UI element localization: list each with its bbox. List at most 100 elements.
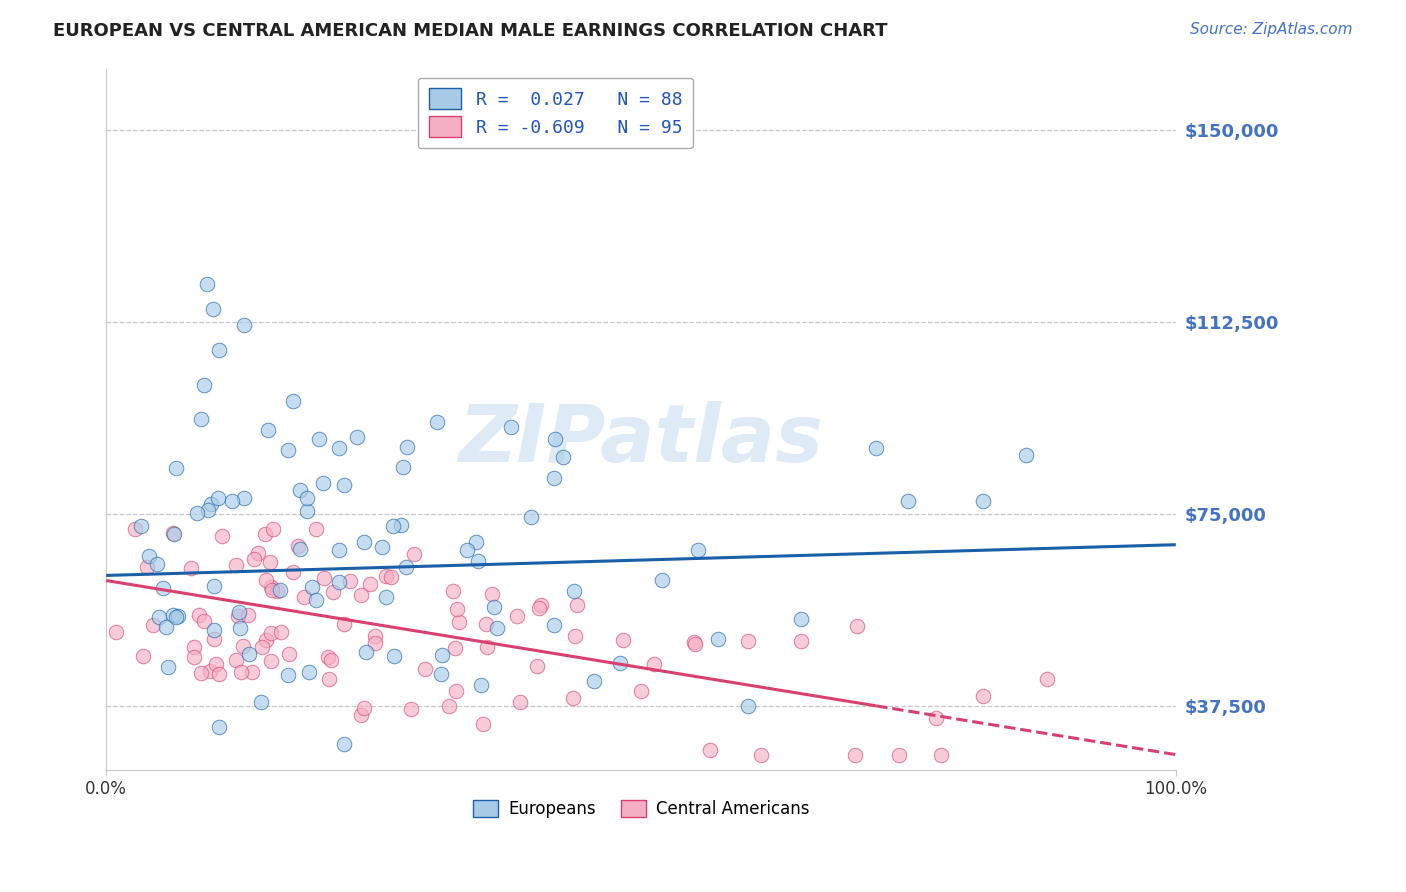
Point bbox=[316, 650, 339, 665]
Point bbox=[232, 491, 254, 505]
Point bbox=[506, 608, 529, 623]
Point bbox=[197, 503, 219, 517]
Point bbox=[183, 649, 205, 664]
Point bbox=[929, 747, 952, 762]
Point bbox=[190, 412, 212, 426]
Point bbox=[844, 747, 866, 762]
Point bbox=[305, 522, 328, 536]
Point bbox=[399, 702, 422, 716]
Point bbox=[564, 629, 586, 643]
Point bbox=[193, 614, 215, 628]
Point bbox=[193, 378, 215, 392]
Point bbox=[281, 394, 304, 409]
Point bbox=[187, 608, 209, 623]
Point bbox=[486, 621, 509, 635]
Point bbox=[1015, 448, 1038, 462]
Point bbox=[202, 302, 225, 317]
Point bbox=[364, 629, 387, 643]
Point bbox=[925, 710, 948, 724]
Point bbox=[446, 683, 468, 698]
Point bbox=[484, 600, 506, 615]
Point bbox=[430, 648, 453, 662]
Point bbox=[543, 471, 565, 485]
Point bbox=[105, 625, 128, 640]
Point bbox=[359, 577, 381, 591]
Point bbox=[380, 570, 402, 584]
Point bbox=[382, 648, 405, 663]
Point bbox=[749, 747, 772, 762]
Point bbox=[520, 509, 543, 524]
Point bbox=[198, 664, 221, 678]
Point bbox=[190, 665, 212, 680]
Point bbox=[567, 598, 589, 612]
Point bbox=[887, 747, 910, 762]
Point bbox=[321, 653, 343, 667]
Point bbox=[250, 695, 273, 709]
Point bbox=[269, 582, 291, 597]
Point bbox=[260, 654, 283, 668]
Point bbox=[389, 517, 412, 532]
Point bbox=[183, 640, 205, 654]
Point bbox=[972, 493, 994, 508]
Point bbox=[651, 574, 673, 588]
Point bbox=[371, 540, 394, 554]
Point bbox=[464, 534, 486, 549]
Point bbox=[527, 600, 550, 615]
Point bbox=[167, 608, 190, 623]
Point bbox=[643, 657, 665, 672]
Point bbox=[449, 615, 471, 630]
Point bbox=[446, 601, 468, 615]
Point bbox=[375, 590, 398, 604]
Point bbox=[333, 738, 356, 752]
Point bbox=[322, 585, 344, 599]
Point bbox=[441, 584, 464, 599]
Point bbox=[686, 543, 709, 558]
Point bbox=[292, 590, 315, 604]
Point bbox=[260, 582, 283, 597]
Point bbox=[339, 574, 361, 588]
Point bbox=[208, 720, 231, 734]
Text: Source: ZipAtlas.com: Source: ZipAtlas.com bbox=[1189, 22, 1353, 37]
Point bbox=[142, 617, 165, 632]
Point bbox=[295, 491, 318, 505]
Point bbox=[509, 695, 531, 709]
Point bbox=[207, 343, 229, 358]
Point bbox=[318, 672, 340, 686]
Point bbox=[477, 640, 499, 655]
Point bbox=[295, 504, 318, 518]
Point bbox=[790, 633, 813, 648]
Point bbox=[260, 580, 283, 594]
Point bbox=[200, 497, 222, 511]
Point bbox=[243, 551, 266, 566]
Point bbox=[277, 667, 299, 681]
Point bbox=[526, 659, 548, 673]
Point bbox=[630, 683, 652, 698]
Point bbox=[499, 420, 522, 434]
Point bbox=[562, 691, 585, 706]
Point bbox=[790, 612, 813, 626]
Point bbox=[124, 522, 146, 536]
Point bbox=[737, 698, 759, 713]
Point bbox=[138, 549, 160, 563]
Point bbox=[1036, 672, 1059, 686]
Point bbox=[350, 708, 373, 723]
Point bbox=[471, 717, 494, 731]
Point bbox=[277, 647, 299, 661]
Point bbox=[287, 539, 309, 553]
Point bbox=[256, 632, 278, 647]
Point bbox=[266, 583, 288, 598]
Point bbox=[312, 476, 335, 491]
Point bbox=[328, 441, 350, 455]
Point bbox=[288, 541, 311, 556]
Point bbox=[609, 657, 631, 671]
Point bbox=[413, 662, 436, 676]
Point bbox=[259, 555, 281, 569]
Point bbox=[470, 678, 492, 692]
Point bbox=[333, 478, 356, 492]
Point bbox=[202, 624, 225, 638]
Point bbox=[162, 608, 184, 623]
Point bbox=[146, 558, 169, 572]
Text: EUROPEAN VS CENTRAL AMERICAN MEDIAN MALE EARNINGS CORRELATION CHART: EUROPEAN VS CENTRAL AMERICAN MEDIAN MALE… bbox=[53, 22, 889, 40]
Point bbox=[202, 632, 225, 647]
Point bbox=[262, 522, 284, 536]
